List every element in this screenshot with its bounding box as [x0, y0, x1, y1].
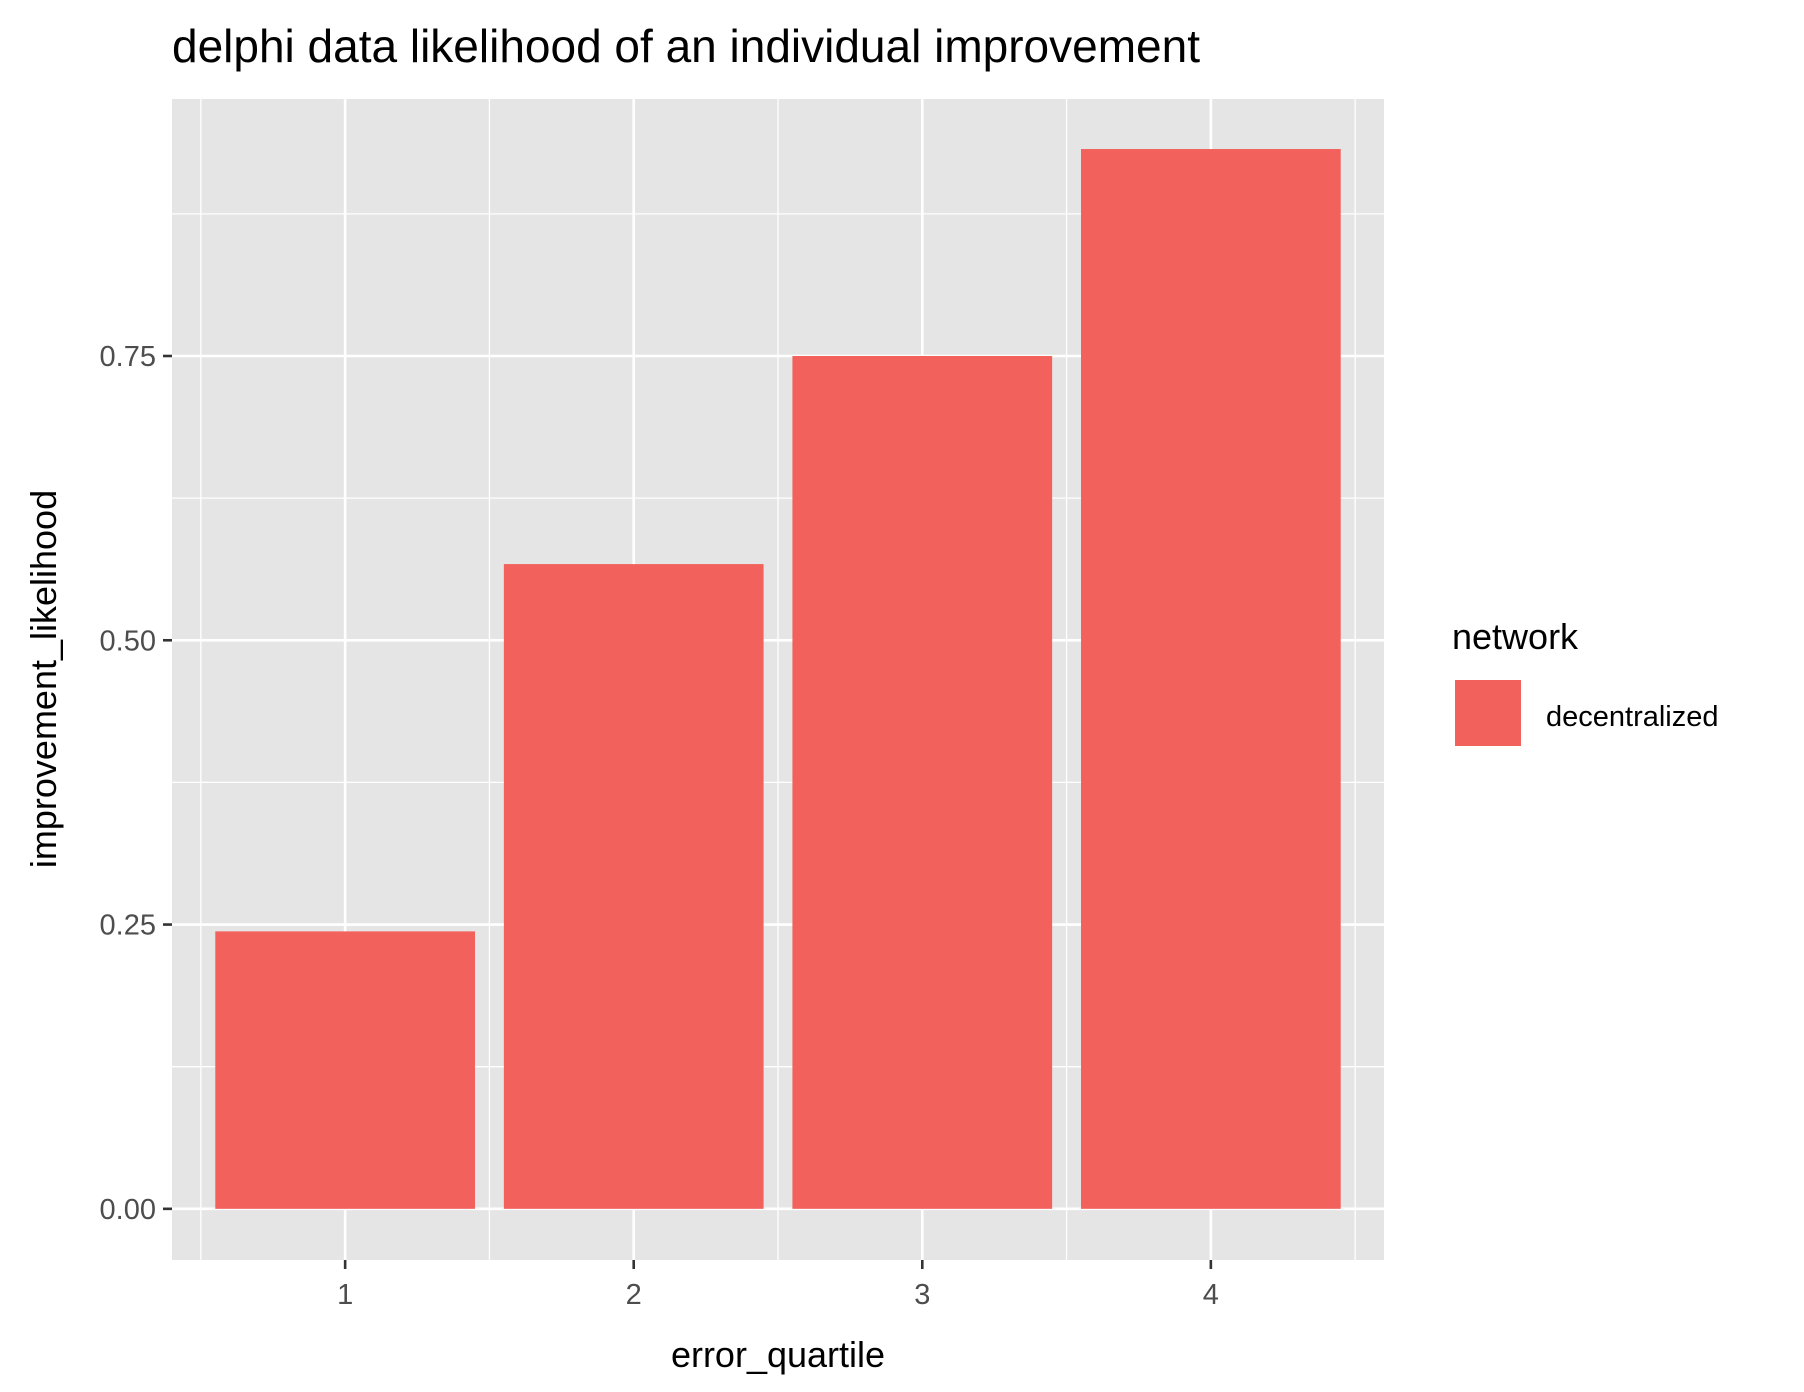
y-tick-label: 0.50 — [100, 625, 156, 657]
bar-4 — [1081, 149, 1341, 1209]
legend: network decentralized — [1452, 616, 1719, 748]
bar-2 — [503, 564, 764, 1209]
x-tick-label: 3 — [914, 1279, 930, 1311]
y-axis: 0.00 0.25 0.50 0.75 — [100, 341, 172, 1226]
legend-label-decentralized: decentralized — [1546, 701, 1719, 733]
bar-1 — [215, 931, 476, 1209]
legend-key-decentralized — [1453, 678, 1523, 748]
y-tick-label: 0.75 — [100, 341, 156, 373]
x-tick-label: 2 — [626, 1279, 642, 1311]
chart-title: delphi data likelihood of an individual … — [172, 20, 1200, 72]
x-axis-label: error_quartile — [671, 1334, 885, 1375]
y-axis-label: improvement_likelihood — [23, 490, 64, 868]
x-axis: 1 2 3 4 — [337, 1260, 1219, 1311]
y-tick-label: 0.00 — [100, 1194, 156, 1226]
bars — [215, 149, 1341, 1209]
x-tick-label: 1 — [337, 1279, 353, 1311]
x-tick-label: 4 — [1203, 1279, 1219, 1311]
y-tick-label: 0.25 — [100, 910, 156, 942]
legend-title: network — [1452, 616, 1579, 657]
bar-3 — [792, 355, 1053, 1209]
